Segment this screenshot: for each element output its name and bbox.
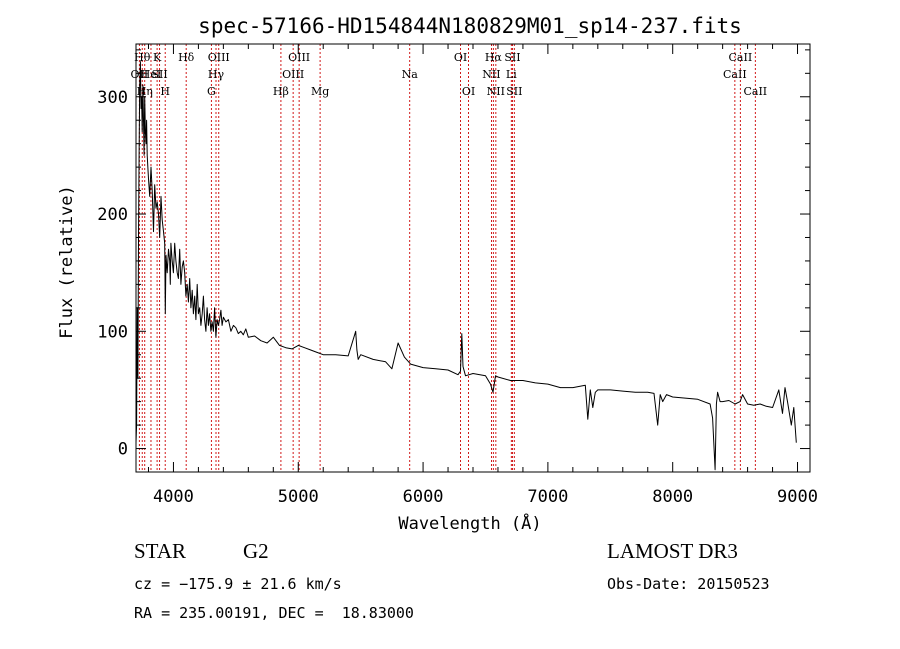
- spectral-line-label: SII: [504, 51, 520, 64]
- spectral-line-markers: [138, 44, 756, 472]
- spectral-line-label: Hθ: [134, 51, 151, 64]
- spectral-line-label: CaII: [723, 68, 747, 81]
- observation-date: Obs-Date: 20150523: [607, 575, 770, 593]
- spectral-line-label: Hη: [137, 85, 153, 98]
- spectral-line-label: OIII: [208, 51, 230, 64]
- spectral-subclass: G2: [243, 539, 269, 563]
- x-tick-label: 4000: [153, 487, 194, 507]
- y-axis-ticks: 0 100 200 300: [97, 49, 810, 460]
- spectral-line-label: G: [207, 85, 216, 98]
- x-tick-label: 8000: [652, 487, 693, 507]
- y-tick-label: 0: [118, 440, 128, 460]
- spectral-line-label: Hβ: [273, 85, 289, 98]
- y-axis-label: Flux (relative): [57, 185, 77, 339]
- sky-coordinates: RA = 235.00191, DEC = 18.83000: [134, 604, 414, 622]
- chart-title: spec-57166-HD154844N180829M01_sp14-237.f…: [198, 14, 742, 38]
- x-tick-label: 7000: [527, 487, 568, 507]
- spectral-line-label: OIII: [282, 68, 304, 81]
- spectral-line-label: H: [160, 85, 170, 98]
- x-axis-ticks: 4000 5000 6000 7000 8000 9000: [147, 44, 818, 507]
- spectral-line-label: NII: [482, 68, 500, 81]
- spectral-line-label: HeI: [141, 68, 161, 81]
- y-tick-label: 300: [97, 88, 128, 108]
- y-tick-label: 100: [97, 322, 128, 342]
- plot-frame: [135, 43, 811, 473]
- spectral-line-label: SII: [151, 68, 167, 81]
- spectral-line-label: K: [153, 51, 162, 64]
- spectrum-series-line: [135, 61, 797, 471]
- x-tick-label: 5000: [278, 487, 319, 507]
- spectral-line-label: OI: [454, 51, 467, 64]
- spectral-line-label: CaII: [729, 51, 753, 64]
- survey-release: LAMOST DR3: [607, 539, 738, 563]
- spectral-line-label: NII: [487, 85, 505, 98]
- spectral-line-label: Hγ: [208, 68, 225, 81]
- spectral-line-label: SII: [506, 85, 522, 98]
- spectral-line-label: Mg: [311, 85, 329, 98]
- x-tick-label: 6000: [403, 487, 444, 507]
- spectral-line-labels: OII Hθ Hη HeI K SII H Hδ G Hγ OIII Hβ OIII OIII Mg Na OI…: [131, 51, 768, 98]
- spectral-line-label: CaII: [743, 85, 767, 98]
- x-tick-label: 9000: [777, 487, 818, 507]
- redshift-velocity: cz = −175.9 ± 21.6 km/s: [134, 575, 342, 593]
- spectral-line-label: Hα: [485, 51, 503, 64]
- spectral-line-label: OII: [131, 68, 149, 81]
- spectral-line-label: Li: [506, 68, 517, 81]
- spectral-line-label: Na: [402, 68, 419, 81]
- y-tick-label: 200: [97, 205, 128, 225]
- spectral-line-label: OIII: [288, 51, 310, 64]
- spectral-line-label: OI: [462, 85, 475, 98]
- x-axis-label: Wavelength (Å): [398, 512, 541, 534]
- spectral-line-label: Hδ: [178, 51, 195, 64]
- object-class: STAR: [134, 539, 186, 563]
